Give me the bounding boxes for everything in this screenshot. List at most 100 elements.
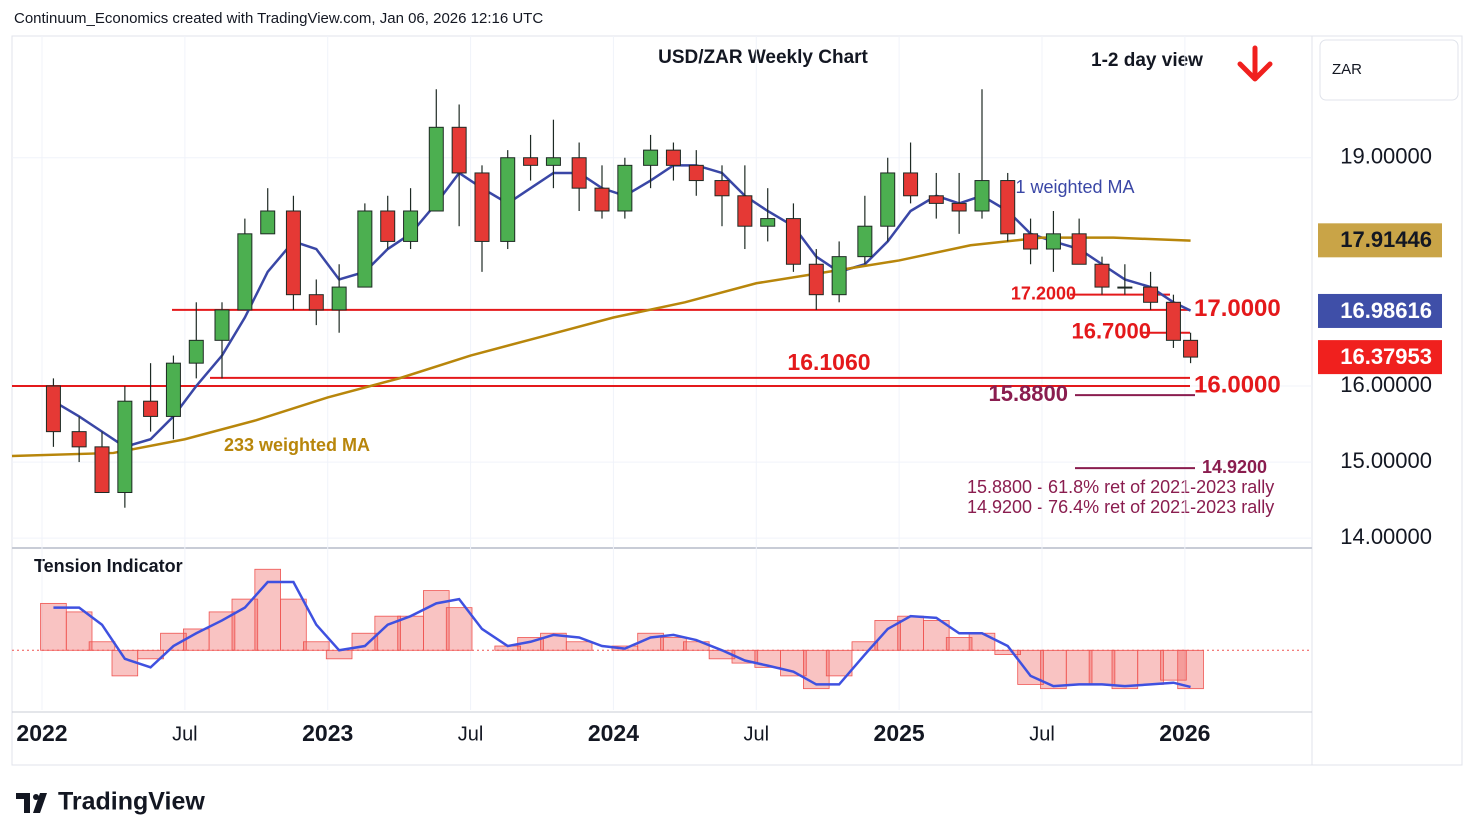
brand-icon-dot bbox=[33, 794, 39, 800]
candle-body bbox=[380, 210, 396, 242]
candle-body bbox=[974, 180, 990, 212]
candle-body bbox=[214, 309, 230, 341]
candle-body bbox=[308, 294, 324, 311]
x-tick-label: Jul bbox=[458, 723, 484, 745]
candle-body bbox=[808, 263, 824, 296]
header: Continuum_Economics created with Trading… bbox=[14, 10, 543, 27]
indicator-bar bbox=[280, 598, 307, 651]
y-tick-label: 16.00000 bbox=[1340, 372, 1432, 397]
candle-body bbox=[45, 385, 61, 433]
candle-body bbox=[1071, 233, 1087, 265]
indicator-bar bbox=[325, 649, 353, 660]
indicator-line bbox=[53, 580, 1191, 689]
candle-body bbox=[951, 202, 967, 212]
candle-body bbox=[665, 149, 681, 166]
candle-body bbox=[260, 210, 276, 235]
candle-body bbox=[880, 172, 896, 227]
indicator-bar bbox=[1088, 649, 1116, 685]
candle-body bbox=[94, 446, 110, 494]
frame bbox=[11, 35, 1463, 766]
down-arrow bbox=[1237, 45, 1273, 82]
moving-average bbox=[11, 236, 1191, 458]
ma-label: 21 weighted MA bbox=[1005, 177, 1134, 197]
x-tick-label: 2024 bbox=[588, 720, 639, 746]
candle-body bbox=[737, 195, 753, 227]
candle-body bbox=[643, 149, 659, 166]
indicator-bar bbox=[1065, 649, 1093, 685]
candle-body bbox=[237, 233, 253, 311]
candle-body bbox=[1094, 263, 1110, 288]
x-tick-label: Jul bbox=[743, 723, 769, 745]
indicator-bar bbox=[397, 615, 424, 651]
candle-body bbox=[500, 157, 516, 242]
candle-body bbox=[1183, 339, 1199, 358]
indicator-bar bbox=[423, 590, 450, 651]
candle-body bbox=[760, 218, 776, 227]
candle-body bbox=[523, 157, 539, 166]
y-tick-label: 14.00000 bbox=[1340, 524, 1432, 549]
level-label: 17.0000 bbox=[1194, 295, 1281, 322]
candle-body bbox=[617, 164, 633, 212]
candle-body bbox=[903, 172, 919, 197]
indicator-bar bbox=[303, 641, 330, 651]
candle-body bbox=[285, 210, 301, 296]
y-tick-label: 19.00000 bbox=[1340, 144, 1432, 169]
price-badge bbox=[1318, 293, 1442, 328]
indicator-bar bbox=[803, 649, 830, 690]
candle-body bbox=[545, 157, 561, 166]
candle-body bbox=[1117, 286, 1133, 289]
brand-name: TradingView bbox=[58, 788, 205, 816]
level-label: 16.0000 bbox=[1194, 371, 1281, 398]
price-badge bbox=[1318, 340, 1442, 375]
indicator-bar bbox=[994, 649, 1021, 655]
indicator-bar bbox=[565, 641, 593, 651]
price-badge-label: 17.91446 bbox=[1340, 227, 1432, 252]
price-badge-label: 16.37953 bbox=[1340, 344, 1432, 369]
candle-body bbox=[1165, 301, 1181, 341]
candle-body bbox=[143, 400, 159, 417]
indicator-bar bbox=[1111, 649, 1139, 690]
indicator-bar bbox=[1160, 649, 1187, 681]
y-tick-label: 15.00000 bbox=[1340, 448, 1432, 473]
annotation: 15.8800 - 61.8% ret of 2021-2023 rally bbox=[967, 477, 1274, 497]
x-tick-label: Jul bbox=[1029, 723, 1055, 745]
indicator-bar bbox=[445, 607, 473, 651]
chart-title: USD/ZAR Weekly Chart bbox=[658, 47, 868, 68]
indicator-title: Tension Indicator bbox=[34, 556, 183, 576]
candle-body bbox=[1045, 233, 1061, 250]
level-label: 15.8800 bbox=[988, 381, 1068, 406]
indicator-bar bbox=[660, 637, 687, 651]
level-label: 16.1060 bbox=[787, 349, 870, 375]
currency-label: ZAR bbox=[1332, 61, 1362, 78]
brand-icon bbox=[16, 793, 47, 813]
candle-body bbox=[451, 126, 467, 174]
candle-body bbox=[714, 180, 730, 197]
view-label: 1-2 day view bbox=[1091, 50, 1203, 71]
indicator-bar bbox=[923, 620, 950, 651]
candle-body bbox=[594, 187, 610, 212]
ma-label: 233 weighted MA bbox=[224, 435, 370, 455]
currency-box bbox=[1319, 39, 1459, 101]
candle-body bbox=[1000, 180, 1016, 235]
indicator-bar bbox=[65, 611, 93, 651]
indicator-bar bbox=[945, 637, 973, 651]
indicator-bar bbox=[851, 641, 879, 651]
candle-body bbox=[117, 400, 133, 494]
candle-body bbox=[331, 286, 347, 311]
candle-body bbox=[831, 256, 847, 296]
x-tick-label: 2025 bbox=[874, 720, 925, 746]
indicator-bar bbox=[1177, 649, 1204, 690]
candle-body bbox=[571, 157, 587, 189]
candle-body bbox=[474, 172, 490, 242]
price-badge bbox=[1318, 223, 1442, 258]
indicator-bar bbox=[1137, 649, 1164, 685]
candle-body bbox=[857, 225, 873, 258]
indicator-bar bbox=[40, 602, 67, 651]
candle-body bbox=[928, 195, 944, 204]
x-tick-label: 2023 bbox=[302, 720, 353, 746]
candle-body bbox=[1143, 286, 1159, 303]
indicator-bar bbox=[731, 649, 759, 664]
candle-body bbox=[428, 126, 444, 212]
indicator-bar bbox=[825, 649, 853, 677]
